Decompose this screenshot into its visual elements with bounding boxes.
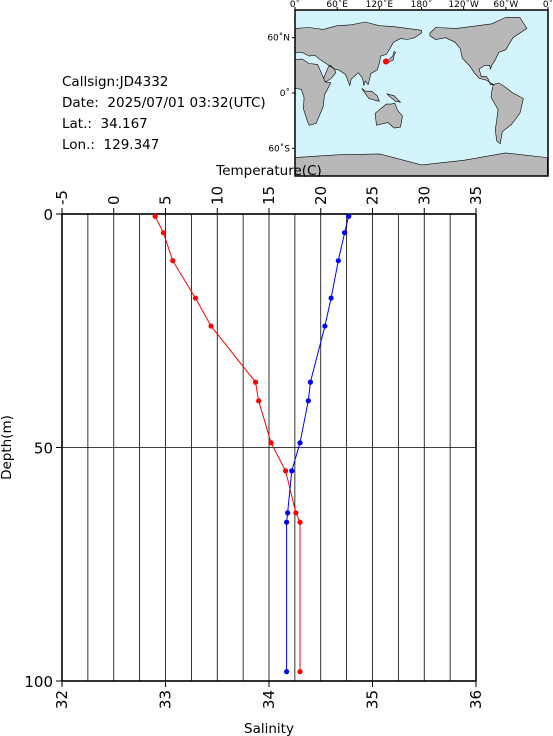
depth-tick-label: 0: [43, 206, 53, 224]
salinity-point: [335, 258, 341, 264]
date-label: Date: 2025/07/01 03:32(UTC): [62, 95, 266, 111]
salinity-line: [286, 216, 350, 672]
map-land-4: [386, 93, 402, 103]
map-land-3: [361, 88, 380, 102]
temperature-point: [268, 440, 274, 446]
temperature-point: [297, 669, 303, 675]
temperature-point: [297, 519, 303, 525]
salinity-point: [285, 510, 291, 516]
temperature-point: [208, 323, 214, 329]
map-land-2: [374, 102, 403, 129]
station-marker: [382, 58, 389, 65]
salinity-point: [322, 323, 328, 329]
salinity-tick-label: 33: [157, 690, 175, 709]
salinity-point: [346, 213, 352, 219]
longitude-label: Lon.: 129.347: [62, 137, 160, 153]
salinity-point: [328, 295, 334, 301]
temperature-axis-label: Temperature(C): [215, 163, 321, 179]
callsign-label: Callsign:JD4332: [62, 74, 169, 90]
map-lon-label: 120˚W: [448, 0, 479, 10]
salinity-point: [341, 230, 348, 236]
map-lon-label: 60˚E: [326, 0, 348, 10]
map-land-0: [294, 21, 422, 87]
temperature-tick-label: 25: [364, 186, 382, 205]
map-land-1: [294, 58, 332, 126]
temperature-point: [160, 230, 167, 236]
salinity-tick-label: 32: [53, 690, 71, 709]
temperature-tick-label: 20: [312, 186, 330, 205]
temperature-tick-label: 30: [415, 186, 433, 205]
temperature-point: [152, 213, 158, 219]
salinity-point: [283, 519, 290, 525]
temperature-tick-label: 15: [260, 186, 278, 205]
map-land-7: [490, 82, 524, 145]
map-lon-label: 180˚: [411, 0, 433, 10]
temperature-point: [256, 398, 262, 404]
salinity-tick-label: 35: [364, 690, 382, 709]
temperature-point: [282, 468, 289, 474]
depth-tick-label: 50: [34, 440, 53, 458]
map-lon-label: 0˚: [543, 0, 553, 10]
map-lon-label: 0˚: [290, 0, 300, 10]
temperature-tick-label: 0: [105, 195, 123, 205]
salinity-point: [305, 398, 311, 404]
station-info: Callsign:JD4332 Date: 2025/07/01 03:32(U…: [62, 72, 266, 156]
salinity-point: [289, 468, 295, 474]
temperature-point: [293, 510, 299, 516]
temperature-point: [252, 379, 259, 385]
temperature-tick-label: 10: [208, 186, 226, 205]
salinity-axis-label: Salinity: [244, 721, 294, 736]
temperature-tick-label: 5: [157, 195, 175, 205]
salinity-tick-label: 36: [467, 690, 485, 709]
temperature-tick-label: 35: [467, 186, 485, 205]
salinity-tick-label: 34: [260, 690, 278, 709]
map-lat-label: 60˚N: [267, 33, 290, 44]
latitude-label: Lat.: 34.167: [62, 116, 148, 132]
temperature-tick-label: -5: [53, 190, 71, 205]
map-land-6: [429, 17, 528, 85]
salinity-point: [283, 669, 290, 675]
salinity-point: [307, 379, 313, 385]
map-lat-label: 0˚: [280, 88, 290, 99]
map-lon-label: 60˚W: [493, 0, 518, 10]
map-lon-label: 120˚E: [366, 0, 394, 10]
temperature-point: [170, 258, 176, 264]
temperature-point: [192, 295, 199, 301]
depth-axis-label: Depth(m): [0, 415, 15, 480]
temperature-line: [154, 216, 301, 672]
map-lat-label: 60˚S: [268, 143, 290, 154]
salinity-point: [297, 440, 303, 446]
depth-tick-label: 100: [24, 673, 53, 691]
